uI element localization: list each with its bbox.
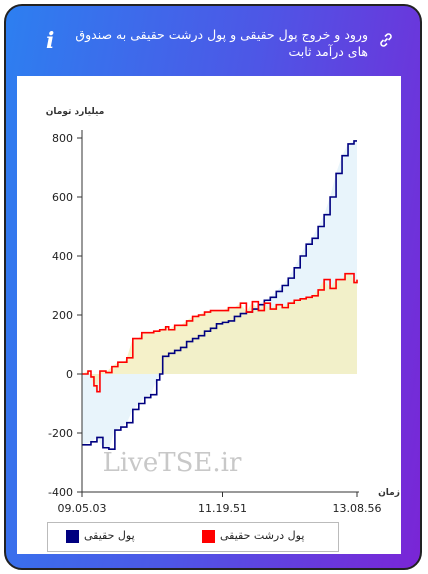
y-axis-label: میلیارد تومان — [46, 107, 105, 117]
legend-label-big-real: پول درشت حقیقی — [220, 529, 305, 542]
legend-swatch-big-real — [202, 530, 215, 543]
legend: پول حقیقی پول درشت حقیقی — [47, 522, 339, 552]
y-tick-label: 400 — [52, 250, 73, 263]
link-icon[interactable] — [378, 32, 394, 48]
chart-card: i ورود و خروج پول حقیقی و پول درشت حقیقی… — [4, 4, 422, 570]
y-tick-label: 0 — [66, 368, 73, 381]
y-tick-label: 200 — [52, 309, 73, 322]
y-tick-label: 800 — [52, 132, 73, 145]
y-tick-label: -200 — [48, 427, 73, 440]
chart-title: ورود و خروج پول حقیقی و پول درشت حقیقی ب… — [75, 27, 368, 59]
x-tick-label: 11.19.51 — [198, 502, 247, 515]
chart-panel: -400 -200 0 200 400 600 800 09.05.03 11.19.51 13.… — [17, 76, 401, 554]
watermark: LiveTSE.ir — [103, 448, 242, 478]
legend-swatch-real — [66, 530, 79, 543]
info-icon[interactable]: i — [46, 28, 55, 54]
x-tick-label: 09.05.03 — [58, 502, 107, 515]
card-header: i ورود و خروج پول حقیقی و پول درشت حقیقی… — [6, 6, 420, 76]
y-tick-label: -400 — [48, 486, 73, 499]
x-axis-label: زمان — [378, 488, 400, 498]
series-big-real-line — [82, 272, 358, 393]
chart-plot: -400 -200 0 200 400 600 800 09.05.03 11.19.51 13.… — [46, 107, 400, 515]
y-tick-label: 600 — [52, 191, 73, 204]
legend-label-real: پول حقیقی — [84, 529, 135, 542]
series-real-line — [82, 140, 357, 451]
x-tick-label: 13.08.56 — [333, 502, 382, 515]
